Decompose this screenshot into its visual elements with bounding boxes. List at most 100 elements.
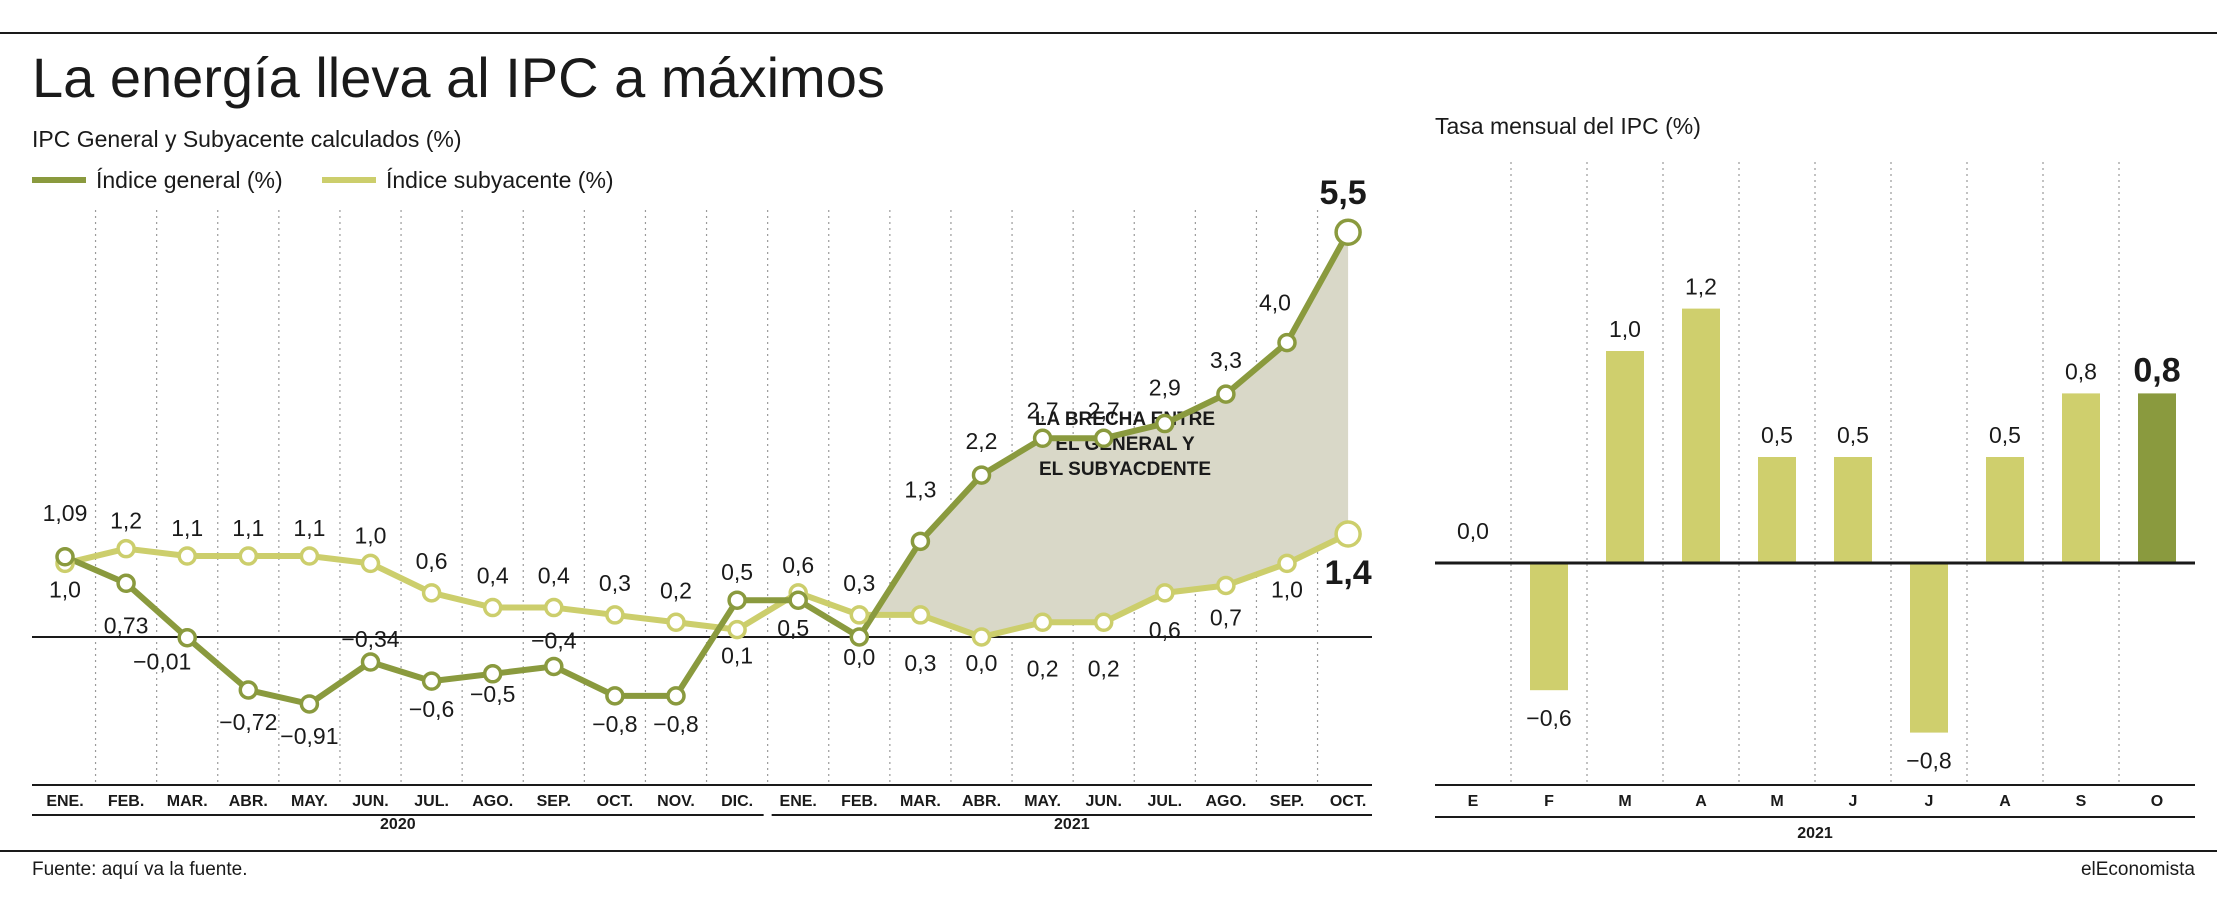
marker-general (360, 652, 381, 672)
marker-general (55, 547, 75, 567)
x-tick-label: NOV. (657, 793, 695, 810)
marker-subyacente (238, 546, 259, 566)
bar-value-label: 1,2 (1685, 274, 1717, 300)
data-label-general: −0,8 (653, 711, 698, 737)
data-label-general: 1,3 (904, 476, 936, 502)
data-label-subyacente: 0,6 (416, 548, 448, 574)
marker-subyacente (910, 605, 931, 625)
marker-general (238, 680, 259, 700)
marker-subyacente (1277, 553, 1297, 574)
marker-subyacente (1334, 520, 1362, 548)
marker-subyacente (849, 605, 870, 625)
x-tick-label: SEP. (537, 793, 571, 810)
bar-x-tick-label: M (1618, 793, 1631, 810)
x-tick-label: MAY. (291, 793, 328, 810)
marker-subyacente (971, 627, 992, 647)
data-label-subyacente: 0,4 (477, 563, 509, 589)
bar (1758, 457, 1796, 563)
marker-subyacente (116, 538, 136, 559)
marker-general (116, 573, 136, 594)
marker-general (544, 656, 564, 677)
bar-chart-subtitle: Tasa mensual del IPC (%) (1435, 113, 1701, 139)
year-label: 2020 (380, 816, 416, 833)
data-label-general: −0,6 (409, 696, 454, 722)
marker-subyacente (1093, 612, 1114, 633)
marker-subyacente (1216, 575, 1236, 596)
legend-label-general: Índice general (%) (96, 167, 283, 193)
x-tick-label: FEB. (841, 793, 877, 810)
bar-value-label: 0,0 (1457, 518, 1489, 544)
marker-subyacente (482, 597, 503, 618)
bar-value-label: 1,0 (1609, 316, 1641, 342)
marker-general (1334, 218, 1362, 246)
data-label-general: −0,72 (219, 709, 277, 735)
data-label-subyacente: 1,4 (1324, 554, 1371, 592)
year-label: 2021 (1054, 816, 1090, 833)
bar (2138, 393, 2176, 563)
data-label-subyacente: 1,0 (355, 522, 387, 548)
data-label-general: 1,09 (43, 500, 88, 526)
data-label-subyacente: 0,3 (843, 570, 875, 596)
data-label-general: 0,5 (721, 559, 753, 585)
x-tick-label: JUL. (414, 793, 449, 810)
x-tick-label: JUN. (1085, 793, 1121, 810)
data-label-subyacente: 0,2 (1088, 655, 1120, 681)
line-general (63, 230, 1351, 707)
data-label-subyacente: 1,2 (110, 508, 142, 534)
data-label-general: −0,34 (341, 626, 399, 652)
marker-subyacente (727, 619, 747, 640)
data-label-subyacente: 0,4 (538, 563, 570, 589)
marker-subyacente (544, 597, 564, 618)
x-tick-label: MAR. (167, 793, 208, 810)
gap-area (873, 232, 1349, 637)
data-label-general: 0,5 (777, 615, 809, 641)
bar-value-label: 0,5 (1989, 422, 2021, 448)
data-label-general: 3,3 (1210, 347, 1242, 373)
gap-annotation-line: EL SUBYACDENTE (1039, 459, 1211, 480)
data-label-subyacente: 0,6 (782, 552, 814, 578)
x-tick-label: ENE. (46, 793, 83, 810)
bar-x-tick-label: J (1849, 793, 1858, 810)
data-label-subyacente: 1,0 (49, 576, 81, 602)
bar (1910, 563, 1948, 733)
data-label-general: 2,7 (1088, 397, 1120, 423)
source-note: Fuente: aquí va la fuente. (32, 859, 248, 880)
bar-value-label: 0,8 (2133, 351, 2180, 389)
data-label-general: −0,01 (133, 649, 191, 675)
marker-subyacente (360, 553, 381, 574)
bar-x-tick-label: M (1770, 793, 1783, 810)
x-tick-label: ENE. (780, 793, 817, 810)
bar-x-tick-label: J (1925, 793, 1934, 810)
data-label-general: 2,7 (1027, 397, 1059, 423)
data-label-general: 2,2 (966, 428, 998, 454)
data-label-general: 0,0 (843, 644, 875, 670)
bar-x-tick-label: S (2076, 793, 2087, 810)
marker-subyacente (299, 546, 320, 566)
marker-general (1155, 413, 1175, 434)
x-tick-label: ABR. (962, 793, 1001, 810)
line-subyacente (64, 531, 1350, 640)
marker-general (910, 531, 931, 552)
bar-x-tick-label: A (1695, 793, 1707, 810)
bar (1530, 563, 1568, 691)
data-label-general: 5,5 (1319, 174, 1366, 212)
bar (1606, 351, 1644, 563)
data-label-general: 2,9 (1149, 375, 1181, 401)
x-tick-label: AGO. (1205, 793, 1246, 810)
bar (1682, 308, 1720, 563)
data-label-general: −0,8 (592, 711, 637, 737)
data-label-subyacente: 0,0 (966, 650, 998, 676)
marker-general (971, 465, 992, 485)
x-tick-label: SEP. (1270, 793, 1304, 810)
bar (1986, 457, 2024, 563)
data-label-subyacente: 0,3 (599, 570, 631, 596)
x-tick-label: JUL. (1147, 793, 1182, 810)
data-label-subyacente: 0,7 (1210, 604, 1242, 630)
marker-subyacente (666, 612, 686, 633)
data-label-subyacente: 0,6 (1149, 617, 1181, 643)
data-label-subyacente: 0,3 (904, 650, 936, 676)
marker-general (1093, 428, 1114, 449)
marker-general (727, 590, 747, 610)
marker-subyacente (421, 583, 442, 603)
